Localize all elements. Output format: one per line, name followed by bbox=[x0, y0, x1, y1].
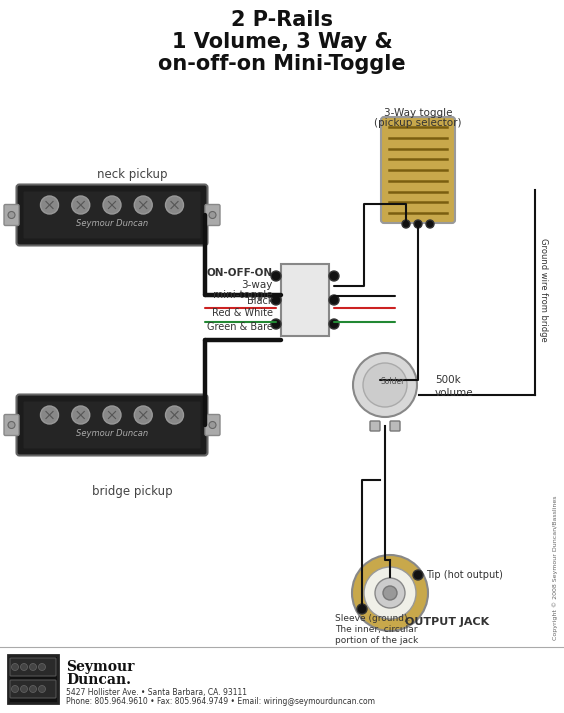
Text: 1 Volume, 3 Way &: 1 Volume, 3 Way & bbox=[171, 32, 393, 52]
Circle shape bbox=[11, 685, 19, 692]
Circle shape bbox=[375, 578, 405, 608]
Circle shape bbox=[103, 196, 121, 214]
Text: Duncan.: Duncan. bbox=[66, 673, 131, 687]
FancyBboxPatch shape bbox=[370, 421, 380, 431]
Circle shape bbox=[38, 664, 46, 670]
Text: 3-Way toggle: 3-Way toggle bbox=[384, 108, 452, 118]
Text: Red & White: Red & White bbox=[212, 308, 273, 318]
Circle shape bbox=[29, 664, 37, 670]
FancyBboxPatch shape bbox=[24, 401, 200, 448]
FancyBboxPatch shape bbox=[16, 185, 208, 245]
Circle shape bbox=[20, 664, 28, 670]
Text: Black: Black bbox=[246, 296, 273, 306]
Text: Green & Bare: Green & Bare bbox=[207, 322, 273, 332]
Text: portion of the jack: portion of the jack bbox=[335, 636, 418, 645]
Text: ON-OFF-ON: ON-OFF-ON bbox=[207, 268, 273, 278]
FancyBboxPatch shape bbox=[205, 414, 220, 436]
Text: Copyright © 2008 Seymour Duncan/Basslines: Copyright © 2008 Seymour Duncan/Bassline… bbox=[552, 496, 558, 640]
Circle shape bbox=[357, 604, 367, 614]
FancyBboxPatch shape bbox=[281, 264, 329, 336]
Circle shape bbox=[8, 421, 15, 429]
Circle shape bbox=[353, 353, 417, 417]
Circle shape bbox=[209, 212, 216, 218]
Circle shape bbox=[329, 271, 339, 281]
FancyBboxPatch shape bbox=[4, 414, 19, 436]
Text: The inner, circular: The inner, circular bbox=[335, 625, 417, 634]
Circle shape bbox=[72, 196, 90, 214]
Circle shape bbox=[426, 220, 434, 228]
Circle shape bbox=[329, 319, 339, 329]
Text: OUTPUT JACK: OUTPUT JACK bbox=[405, 617, 489, 627]
Circle shape bbox=[414, 220, 422, 228]
FancyBboxPatch shape bbox=[390, 421, 400, 431]
Text: Seymour: Seymour bbox=[66, 660, 134, 674]
Circle shape bbox=[103, 406, 121, 424]
Circle shape bbox=[165, 196, 183, 214]
Text: 2 P-Rails: 2 P-Rails bbox=[231, 10, 333, 30]
FancyBboxPatch shape bbox=[16, 394, 208, 456]
Circle shape bbox=[11, 664, 19, 670]
Circle shape bbox=[413, 570, 423, 580]
Circle shape bbox=[8, 212, 15, 218]
Text: Ground wire from bridge: Ground wire from bridge bbox=[539, 238, 548, 342]
Text: (pickup selector): (pickup selector) bbox=[374, 118, 462, 128]
FancyBboxPatch shape bbox=[381, 117, 455, 223]
Circle shape bbox=[271, 295, 281, 305]
Text: neck pickup: neck pickup bbox=[97, 168, 168, 181]
Circle shape bbox=[209, 421, 216, 429]
Circle shape bbox=[329, 295, 339, 305]
FancyBboxPatch shape bbox=[8, 655, 58, 703]
Circle shape bbox=[271, 319, 281, 329]
Text: Solder: Solder bbox=[381, 376, 405, 386]
Text: Tip (hot output): Tip (hot output) bbox=[426, 570, 503, 580]
Text: mini-toggle: mini-toggle bbox=[213, 290, 273, 300]
Circle shape bbox=[363, 363, 407, 407]
Circle shape bbox=[352, 555, 428, 631]
Circle shape bbox=[271, 271, 281, 281]
Circle shape bbox=[134, 196, 152, 214]
Text: 3-way: 3-way bbox=[241, 280, 273, 290]
FancyBboxPatch shape bbox=[24, 192, 200, 239]
FancyBboxPatch shape bbox=[10, 658, 56, 676]
Circle shape bbox=[29, 685, 37, 692]
FancyBboxPatch shape bbox=[205, 205, 220, 225]
Text: 500k: 500k bbox=[435, 375, 461, 385]
Text: Seymour Duncan: Seymour Duncan bbox=[76, 429, 148, 438]
Circle shape bbox=[38, 685, 46, 692]
Circle shape bbox=[41, 196, 59, 214]
Text: on-off-on Mini-Toggle: on-off-on Mini-Toggle bbox=[158, 54, 406, 74]
FancyBboxPatch shape bbox=[4, 205, 19, 225]
Circle shape bbox=[165, 406, 183, 424]
Circle shape bbox=[72, 406, 90, 424]
Circle shape bbox=[41, 406, 59, 424]
Text: volume: volume bbox=[435, 388, 474, 398]
Circle shape bbox=[134, 406, 152, 424]
Circle shape bbox=[20, 685, 28, 692]
Text: Sleeve (ground).: Sleeve (ground). bbox=[335, 614, 411, 623]
FancyBboxPatch shape bbox=[10, 680, 56, 698]
Text: bridge pickup: bridge pickup bbox=[92, 485, 173, 498]
Text: 5427 Hollister Ave. • Santa Barbara, CA. 93111: 5427 Hollister Ave. • Santa Barbara, CA.… bbox=[66, 688, 247, 697]
Circle shape bbox=[383, 586, 397, 600]
Text: Seymour Duncan: Seymour Duncan bbox=[76, 218, 148, 227]
Circle shape bbox=[364, 567, 416, 619]
Text: Phone: 805.964.9610 • Fax: 805.964.9749 • Email: wiring@seymourduncan.com: Phone: 805.964.9610 • Fax: 805.964.9749 … bbox=[66, 697, 375, 706]
Circle shape bbox=[402, 220, 410, 228]
